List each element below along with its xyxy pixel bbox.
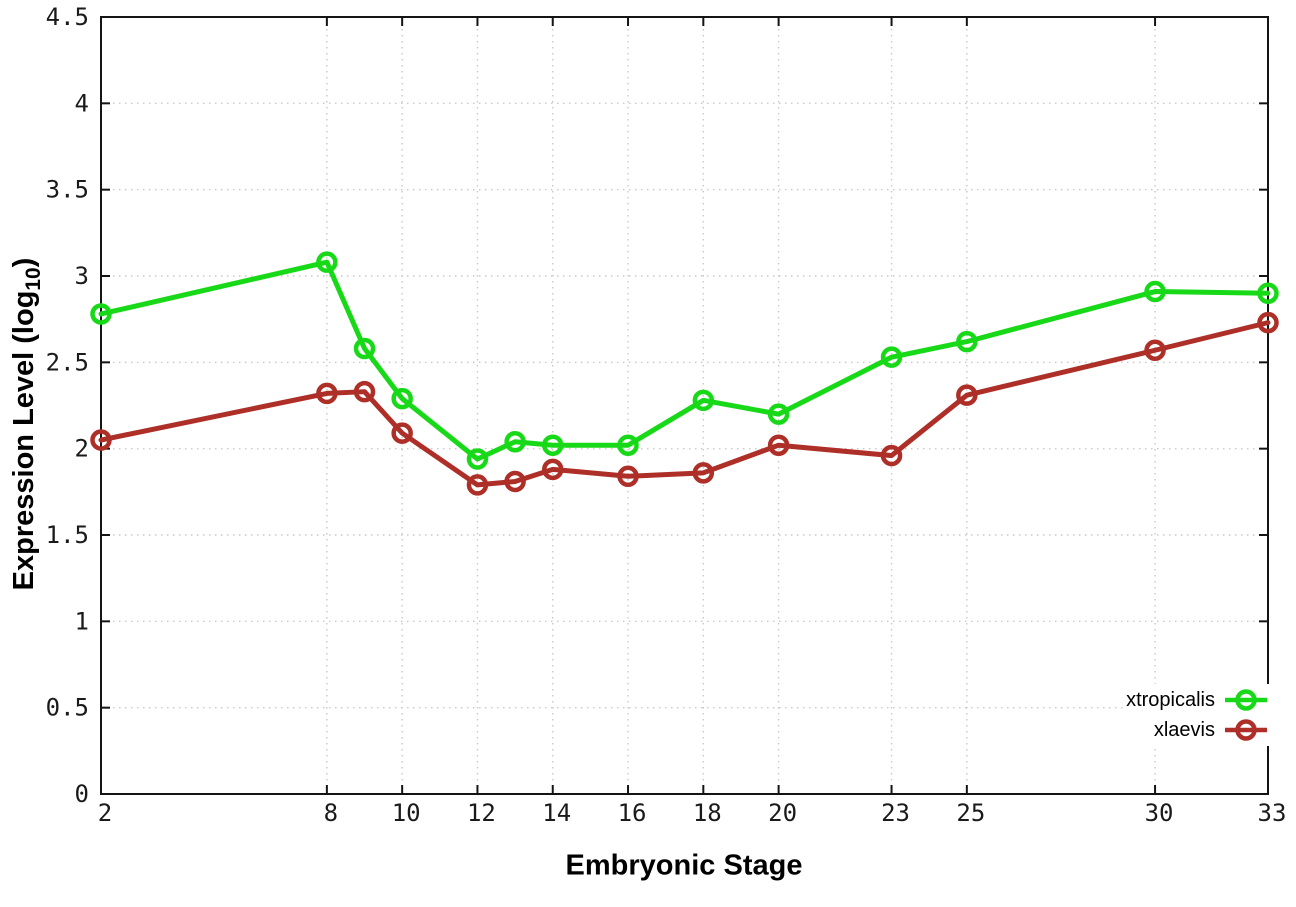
data-point-xlaevis [692, 462, 715, 484]
y-tick-label: 0 [75, 780, 89, 808]
data-point-xtropicalis [541, 434, 564, 456]
x-tick-label: 2 [98, 799, 112, 827]
y-tick-label: 4.5 [46, 3, 89, 31]
y-axis-title-text: Expression Level (log [8, 290, 41, 591]
y-axis-title: Expression Level (log10) [8, 258, 46, 591]
data-point-xlaevis [504, 470, 526, 493]
data-point-xlaevis [1257, 311, 1279, 334]
data-point-xtropicalis [617, 434, 639, 456]
legend-label-xtropicalis: xtropicalis [1126, 689, 1215, 711]
x-tick-label: 23 [881, 799, 910, 827]
series-xtropicalis [90, 251, 1279, 470]
data-point-xtropicalis [391, 387, 413, 410]
data-point-xtropicalis [1144, 280, 1166, 303]
data-point-xtropicalis [1257, 282, 1279, 305]
data-point-xtropicalis [880, 346, 903, 368]
tick-marks [100, 16, 1269, 795]
data-point-xtropicalis [466, 448, 489, 470]
data-point-xtropicalis [504, 431, 526, 453]
y-tick-label: 4 [75, 89, 89, 117]
x-tick-labels: 2 8 10 12 14 16 18 20 23 25 30 33 [98, 799, 1287, 827]
data-point-xlaevis [466, 474, 489, 496]
y-tick-label: 3 [75, 262, 89, 290]
x-axis-title: Embryonic Stage [565, 849, 803, 882]
y-tick-label: 3.5 [46, 176, 89, 204]
x-tick-label: 14 [542, 799, 571, 827]
data-point-xtropicalis [316, 251, 338, 273]
y-axis-title-close: ) [8, 257, 41, 268]
data-point-xlaevis [90, 429, 112, 451]
y-tick-label: 2.5 [46, 348, 89, 376]
y-axis-title-subscript: 10 [21, 267, 45, 291]
x-tick-label: 12 [467, 799, 496, 827]
data-point-xlaevis [956, 384, 978, 406]
data-point-xtropicalis [956, 330, 978, 353]
legend: xtropicalis xlaevis [1124, 684, 1270, 746]
legend-entry-xlaevis: xlaevis [1126, 715, 1268, 745]
data-point-xtropicalis [353, 337, 376, 360]
legend-entry-xtropicalis: xtropicalis [1126, 685, 1268, 715]
data-point-xlaevis [1144, 339, 1166, 361]
data-point-xlaevis [353, 380, 376, 403]
legend-label-xlaevis: xlaevis [1153, 719, 1215, 741]
data-point-xlaevis [767, 434, 790, 456]
data-point-xlaevis [880, 444, 903, 467]
x-tick-label: 25 [956, 799, 985, 827]
y-tick-label: 2 [75, 435, 89, 463]
plot-border [100, 16, 1269, 795]
data-point-xlaevis [617, 465, 639, 488]
y-tick-label: 1.5 [46, 521, 89, 549]
data-point-xlaevis [391, 422, 413, 444]
data-point-xtropicalis [692, 389, 715, 412]
x-tick-label: 8 [324, 799, 338, 827]
legend-marker-xtropicalis-icon [1225, 689, 1267, 711]
data-point-xtropicalis [767, 403, 790, 425]
x-tick-label: 18 [693, 799, 722, 827]
x-tick-label: 20 [768, 799, 797, 827]
y-tick-label: 1 [75, 607, 89, 635]
x-tick-label: 10 [392, 799, 421, 827]
data-point-xlaevis [541, 458, 564, 481]
x-tick-label: 33 [1258, 799, 1287, 827]
y-tick-labels: 0 0.5 1 1.5 2 2.5 3 3.5 4 4.5 [46, 3, 89, 808]
y-tick-label: 0.5 [46, 694, 89, 722]
x-tick-label: 30 [1145, 799, 1174, 827]
legend-marker-xlaevis-icon [1225, 719, 1267, 741]
x-tick-label: 16 [618, 799, 647, 827]
data-point-xtropicalis [90, 303, 112, 325]
data-point-xlaevis [316, 382, 338, 405]
series-xlaevis [90, 311, 1279, 496]
